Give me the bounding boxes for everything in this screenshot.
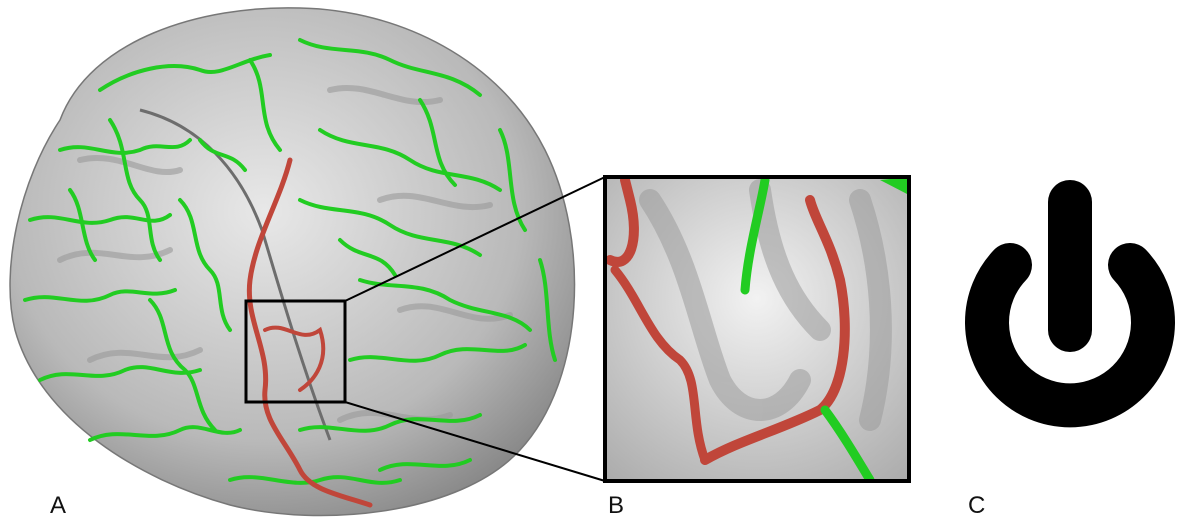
zoom-box-icon [244,299,347,404]
power-icon [965,180,1175,428]
zoom-panel [605,177,909,481]
zoom-panel-border [603,175,911,483]
zoom-connector-bottom [344,401,606,482]
panel-label-b: B [608,492,625,519]
panel-label-c: C [968,492,986,519]
panel-label-a: A [50,492,67,519]
zoom-connector-top [344,176,606,302]
brain-panel [9,7,576,517]
